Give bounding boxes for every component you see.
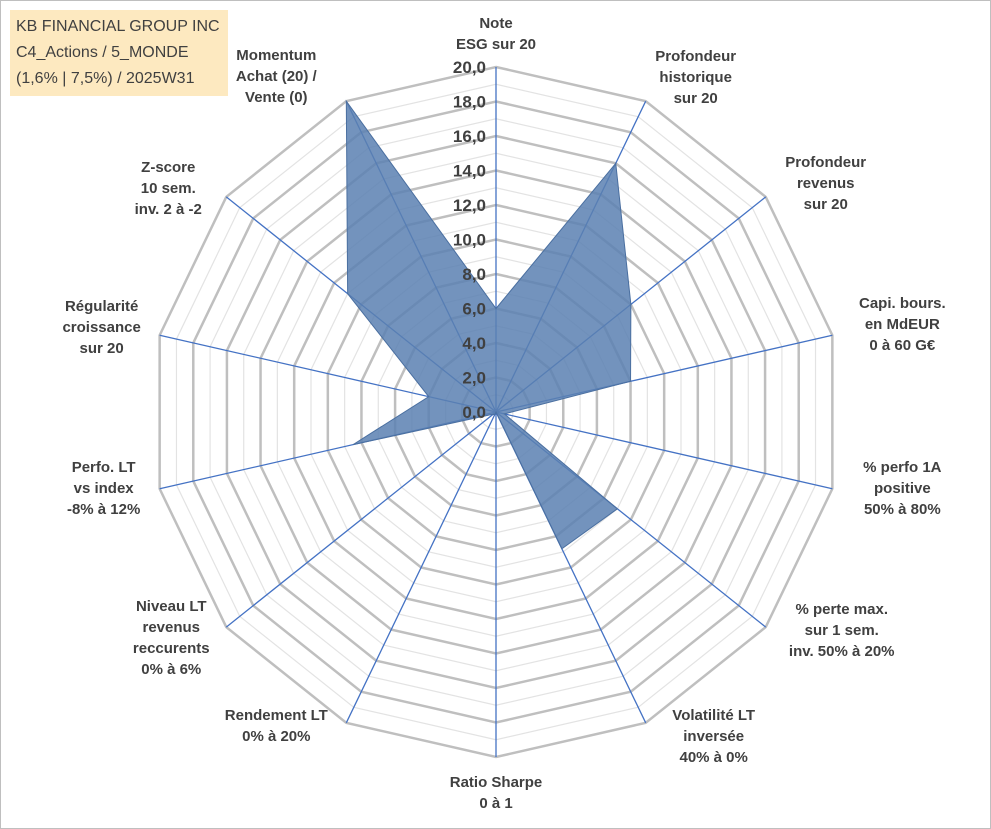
radar-tick-labels: 0,0 2,0 4,0 6,0 8,0 10,0 12,0 14,0 16,0 18,0 20,0 [453,58,486,422]
axis-label: Volatilité LT inversée 40% à 0% [672,707,755,766]
title-company: KB FINANCIAL GROUP INC [16,18,220,35]
axis-label: Ratio Sharpe 0 à 1 [450,774,543,812]
axis-label: Capi. bours. en MdEUR 0 à 60 G€ [859,295,946,354]
tick-label: 0,0 [462,403,486,422]
axis-label: Note ESG sur 20 [456,15,536,53]
tick-label: 16,0 [453,127,486,146]
radar-axis-labels: Note ESG sur 20 Profondeur historique sur 20… [62,15,945,812]
chart-title-box: KB FINANCIAL GROUP INC C4_Actions / 5_MO… [10,10,228,96]
tick-label: 12,0 [453,196,486,215]
axis-label: Rendement LT 0% à 20% [225,707,328,745]
radar-series [345,99,632,550]
series-area [345,99,632,550]
tick-label: 10,0 [453,231,486,250]
axis-label: Z-score 10 sem. inv. 2 à -2 [135,159,202,218]
axis-label: Régularité croissance sur 20 [62,298,140,357]
axis-spoke [225,411,497,628]
tick-label: 4,0 [462,334,486,353]
axis-spoke [345,411,497,724]
tick-label: 2,0 [462,369,486,388]
title-period: (1,6% | 7,5%) / 2025W31 [16,70,195,87]
axis-label: % perte max. sur 1 sem. inv. 50% à 20% [789,601,895,660]
axis-label: Profondeur revenus sur 20 [785,154,866,213]
axis-label: Perfo. LT vs index -8% à 12% [67,459,140,518]
axis-label: % perfo 1A positive 50% à 80% [863,459,942,518]
tick-label: 18,0 [453,93,486,112]
tick-label: 6,0 [462,300,486,319]
tick-label: 14,0 [453,162,486,181]
title-category: C4_Actions / 5_MONDE [16,44,189,61]
tick-label: 8,0 [462,265,486,284]
axis-label: Momentum Achat (20) / Vente (0) [236,47,318,106]
axis-label: Profondeur historique sur 20 [655,48,736,107]
axis-label: Niveau LT revenus reccurents 0% à 6% [133,598,210,678]
axis-spoke [495,411,833,490]
tick-label: 20,0 [453,58,486,77]
